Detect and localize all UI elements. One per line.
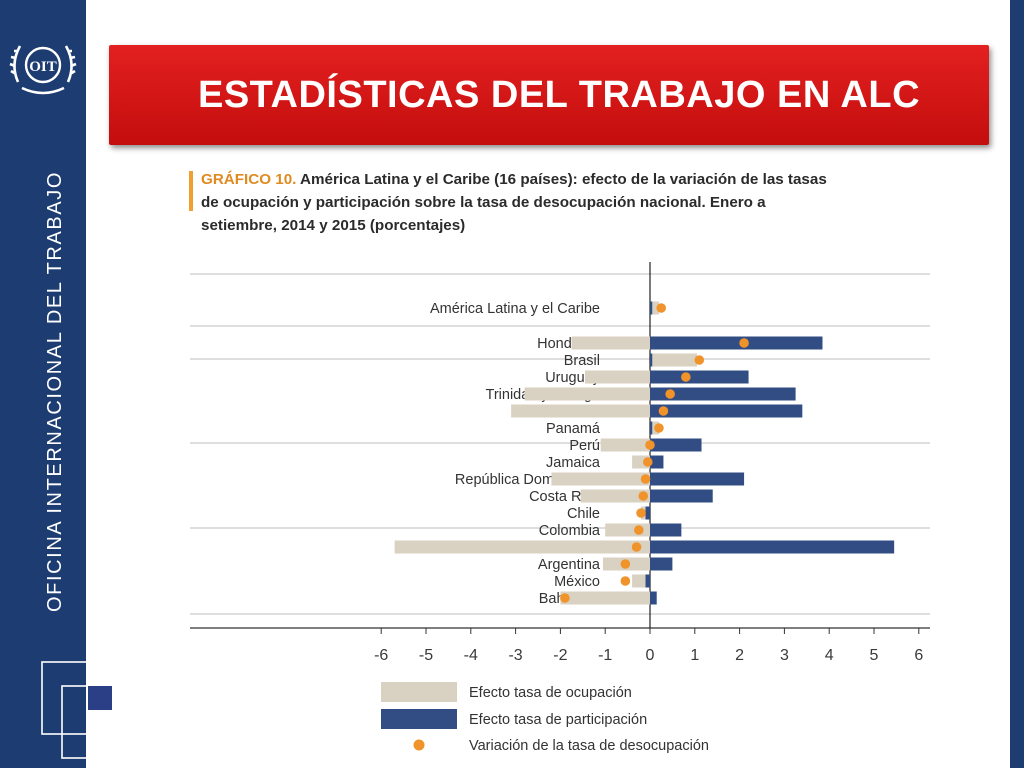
bar-participacion (650, 523, 682, 537)
legend-label-desocupacion: Variación de la tasa de desocupación (469, 738, 709, 754)
oit-logo-laurel (9, 45, 77, 95)
bar-ocupacion (580, 489, 650, 503)
chart-caption-text: GRÁFICO 10. América Latina y el Caribe (… (201, 168, 829, 237)
oit-logo-text: OIT (29, 59, 57, 75)
point-desocupacion (642, 457, 653, 467)
point-desocupacion (656, 303, 666, 313)
bar-participacion (650, 557, 673, 571)
sidebar: OIT OFICINA INTERNACIONAL DEL TRABAJO (0, 0, 86, 768)
point-desocupacion (638, 491, 649, 501)
bar-ocupacion (560, 591, 650, 605)
x-tick-label: 6 (914, 647, 923, 664)
x-tick-label: -2 (553, 647, 567, 664)
oit-logo: OIT (9, 45, 77, 95)
chart-number: GRÁFICO 10. (201, 171, 297, 188)
point-desocupacion (654, 423, 664, 433)
x-tick-label: 2 (735, 647, 744, 664)
category-label: Jamaica (546, 455, 601, 471)
bar-ocupacion (571, 336, 650, 350)
bar-participacion (650, 353, 653, 367)
bar-ocupacion (600, 438, 650, 452)
point-desocupacion (739, 338, 749, 348)
x-tick-label: 5 (870, 647, 879, 664)
category-label: México (554, 574, 600, 590)
point-desocupacion (634, 525, 644, 535)
bar-participacion (650, 438, 702, 452)
bar-ocupacion (511, 404, 650, 418)
decorative-squares (41, 638, 160, 759)
point-desocupacion (620, 576, 631, 586)
bar-participacion (650, 370, 749, 384)
category-label: Argentina (538, 557, 601, 573)
x-tick-label: -3 (508, 647, 522, 664)
x-tick-label: 3 (780, 647, 789, 664)
point-desocupacion (645, 440, 655, 450)
bar-participacion (650, 387, 796, 401)
point-desocupacion (665, 389, 675, 399)
bar-participacion (650, 472, 745, 486)
x-tick-label: -1 (598, 647, 612, 664)
bar-participacion (645, 574, 650, 588)
point-desocupacion (560, 593, 570, 603)
legend-swatch-ocupacion (381, 682, 457, 702)
category-label: Brasil (564, 353, 600, 369)
bar-participacion (650, 455, 664, 469)
point-desocupacion (640, 474, 651, 484)
point-desocupacion (681, 372, 691, 382)
x-tick-label: 1 (690, 647, 699, 664)
bar-participacion (650, 336, 823, 350)
bar-participacion (650, 404, 803, 418)
bar-ocupacion (551, 472, 650, 486)
point-desocupacion (620, 559, 631, 569)
bar-ocupacion (394, 540, 650, 554)
bar-participacion (650, 421, 653, 435)
bar-ocupacion (524, 387, 650, 401)
bar-participacion (650, 540, 895, 554)
legend-swatch-participacion (381, 709, 457, 729)
x-tick-label: 0 (646, 647, 655, 664)
category-label: Panamá (546, 421, 601, 437)
right-edge-strip (1010, 0, 1024, 768)
category-label: Chile (567, 506, 600, 522)
legend-swatch-desocupacion (413, 739, 425, 751)
x-tick-label: -6 (374, 647, 388, 664)
x-tick-label: 4 (825, 647, 834, 664)
category-label: América Latina y el Caribe (430, 301, 600, 317)
x-tick-label: -4 (464, 647, 478, 664)
chart-caption: GRÁFICO 10. América Latina y el Caribe (… (189, 168, 829, 237)
slide-title: ESTADÍSTICAS DEL TRABAJO EN ALC (197, 73, 921, 116)
bar-ocupacion (650, 353, 698, 367)
bar-ocupacion (650, 301, 659, 315)
point-desocupacion (636, 508, 646, 518)
caption-accent-bar (189, 171, 193, 211)
point-desocupacion (694, 355, 705, 365)
bar-participacion (650, 591, 657, 605)
point-desocupacion (631, 542, 642, 552)
bar-ocupacion (585, 370, 650, 384)
legend-label-ocupacion: Efecto tasa de ocupación (469, 685, 632, 701)
chart-caption-body: América Latina y el Caribe (16 países): … (201, 171, 827, 234)
bar-participacion (650, 301, 653, 315)
point-desocupacion (658, 406, 669, 416)
bar-participacion (650, 489, 713, 503)
bar-participacion (645, 506, 650, 520)
legend-label-participacion: Efecto tasa de participación (469, 712, 647, 728)
oit-logo-ring (24, 46, 62, 84)
x-tick-label: -5 (419, 647, 433, 664)
category-label: Perú (569, 438, 600, 454)
category-label: Colombia (539, 523, 601, 539)
title-banner: ESTADÍSTICAS DEL TRABAJO EN ALC (109, 45, 989, 145)
